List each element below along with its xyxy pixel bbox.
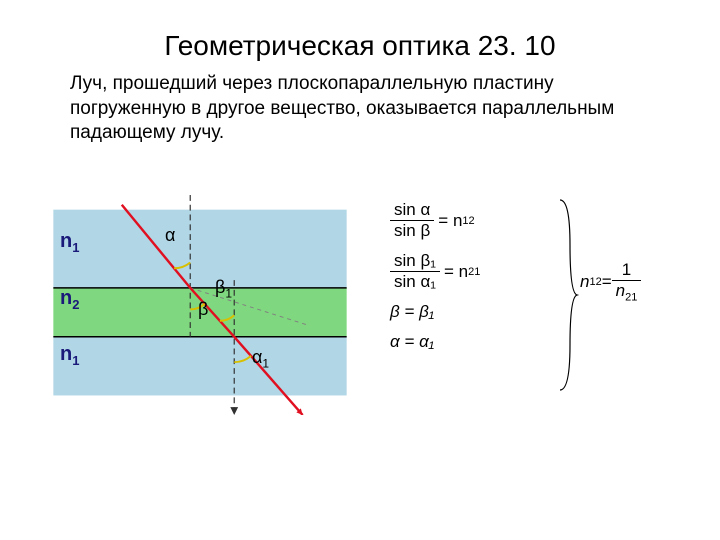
layer-label-n1-top: n1 <box>60 230 79 255</box>
layer-label-n1-bottom: n1 <box>60 343 79 368</box>
equations-block: sin α sin β = n12 sin β₁ sin α₁ = n21 β … <box>390 200 550 362</box>
refraction-diagram: n1 n2 n1 α β1 β α1 <box>50 195 350 395</box>
rhs-equation: n12 = 1 n21 <box>580 260 645 303</box>
page-title: Геометрическая оптика 23. 10 <box>0 30 720 62</box>
equation-2: sin β₁ sin α₁ = n21 <box>390 251 550 292</box>
equation-3: β = β₁ <box>390 302 550 322</box>
layer-label-n2: n2 <box>60 287 79 312</box>
angle-beta: β <box>198 299 208 323</box>
equation-4: α = α₁ <box>390 332 550 352</box>
slide-page: Геометрическая оптика 23. 10 Луч, прошед… <box>0 0 720 540</box>
brace-icon <box>555 195 580 395</box>
angle-alpha1: α1 <box>252 347 269 371</box>
angle-beta1: β1 <box>215 277 232 301</box>
description-text: Луч, прошедший через плоскопараллельную … <box>70 72 660 146</box>
equation-1: sin α sin β = n12 <box>390 200 550 241</box>
angle-alpha: α <box>165 225 175 249</box>
